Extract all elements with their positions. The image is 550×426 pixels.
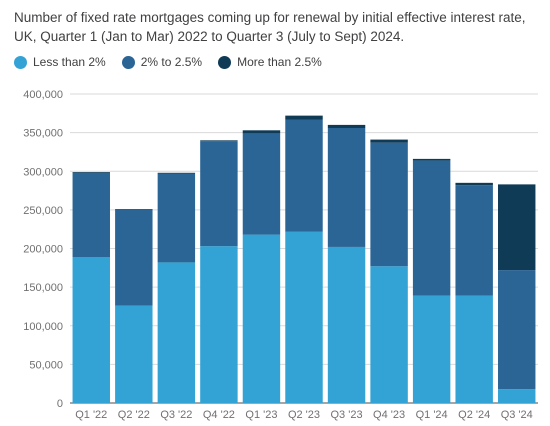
bar-segment-2-to-2-5 xyxy=(412,160,451,296)
legend-item-2-to-2-5: 2% to 2.5% xyxy=(121,55,203,69)
bar-segment-less-than-2 xyxy=(115,305,153,403)
bar-segment-more-than-2-5 xyxy=(370,139,408,143)
y-tick-label: 200,000 xyxy=(23,244,63,256)
legend-label-less-than-2: Less than 2% xyxy=(33,55,106,69)
bar-segment-more-than-2-5 xyxy=(327,124,366,128)
bar-segment-2-to-2-5 xyxy=(157,173,196,263)
y-tick-label: 0 xyxy=(57,398,63,410)
x-tick-label: Q3 '22 xyxy=(160,409,192,421)
chart-legend: Less than 2% 2% to 2.5% More than 2.5% xyxy=(14,55,322,69)
legend-item-more-than-2-5: More than 2.5% xyxy=(218,55,322,69)
bar-segment-2-to-2-5 xyxy=(327,127,366,247)
bar-segment-less-than-2 xyxy=(455,295,493,403)
bar-segment-less-than-2 xyxy=(412,295,451,403)
y-tick-label: 50,000 xyxy=(29,359,63,371)
y-tick-label: 300,000 xyxy=(23,166,63,178)
y-tick-label: 250,000 xyxy=(23,205,63,217)
bar-segment-more-than-2-5 xyxy=(455,182,493,186)
x-tick-label: Q4 '23 xyxy=(373,409,405,421)
legend-swatch-less-than-2 xyxy=(14,55,27,69)
x-tick-label: Q1 '24 xyxy=(416,409,448,421)
legend-swatch-2-to-2-5 xyxy=(121,55,135,69)
bar-segment-more-than-2-5 xyxy=(200,140,238,142)
bar-segment-less-than-2 xyxy=(242,234,281,403)
bar-segment-more-than-2-5 xyxy=(412,158,451,161)
legend-item-less-than-2: Less than 2% xyxy=(14,55,106,69)
chart-title: Number of fixed rate mortgages coming up… xyxy=(14,10,526,44)
bar-segment-less-than-2 xyxy=(327,246,366,403)
bar-segment-less-than-2 xyxy=(157,262,196,403)
bar-segment-2-to-2-5 xyxy=(115,209,153,306)
bar-segment-2-to-2-5 xyxy=(370,142,408,267)
bar-segment-less-than-2 xyxy=(200,246,238,403)
x-tick-label: Q2 '23 xyxy=(288,409,320,421)
y-tick-label: 350,000 xyxy=(23,128,63,140)
bar-segment-2-to-2-5 xyxy=(200,141,238,247)
y-tick-label: 400,000 xyxy=(23,89,63,101)
x-tick-label: Q4 '22 xyxy=(203,409,235,421)
x-tick-label: Q2 '24 xyxy=(458,409,490,421)
legend-label-more-than-2-5: More than 2.5% xyxy=(237,55,322,69)
bar-segment-2-to-2-5 xyxy=(242,133,281,235)
bar-segment-2-to-2-5 xyxy=(498,270,536,390)
bar-segment-more-than-2-5 xyxy=(157,172,196,174)
bar-segment-2-to-2-5 xyxy=(455,185,493,296)
stacked-bar-chart: 0 50,000 100,000 150,000 200,000 250,000 300,0… xyxy=(23,89,538,421)
legend-label-2-to-2-5: 2% to 2.5% xyxy=(140,55,203,69)
bar-segment-less-than-2 xyxy=(72,256,110,403)
bar-segment-less-than-2 xyxy=(370,266,408,403)
legend-swatch-more-than-2-5 xyxy=(218,55,232,69)
x-tick-label: Q1 '22 xyxy=(75,409,107,421)
y-tick-label: 100,000 xyxy=(23,321,63,333)
bar-segment-2-to-2-5 xyxy=(72,172,110,257)
x-tick-label: Q3 '23 xyxy=(331,409,363,421)
bar-segment-more-than-2-5 xyxy=(72,172,110,173)
bar-segment-less-than-2 xyxy=(498,389,536,403)
bar-segment-more-than-2-5 xyxy=(115,209,153,210)
bar-segment-2-to-2-5 xyxy=(285,119,323,232)
x-tick-label: Q2 '22 xyxy=(118,409,150,421)
y-tick-label: 150,000 xyxy=(23,282,63,294)
x-tick-label: Q3 '24 xyxy=(501,409,533,421)
x-tick-label: Q1 '23 xyxy=(245,409,277,421)
bar-segment-more-than-2-5 xyxy=(285,115,323,120)
bar-segment-more-than-2-5 xyxy=(242,130,281,134)
bar-segment-more-than-2-5 xyxy=(498,184,536,271)
bar-segment-less-than-2 xyxy=(285,231,323,403)
